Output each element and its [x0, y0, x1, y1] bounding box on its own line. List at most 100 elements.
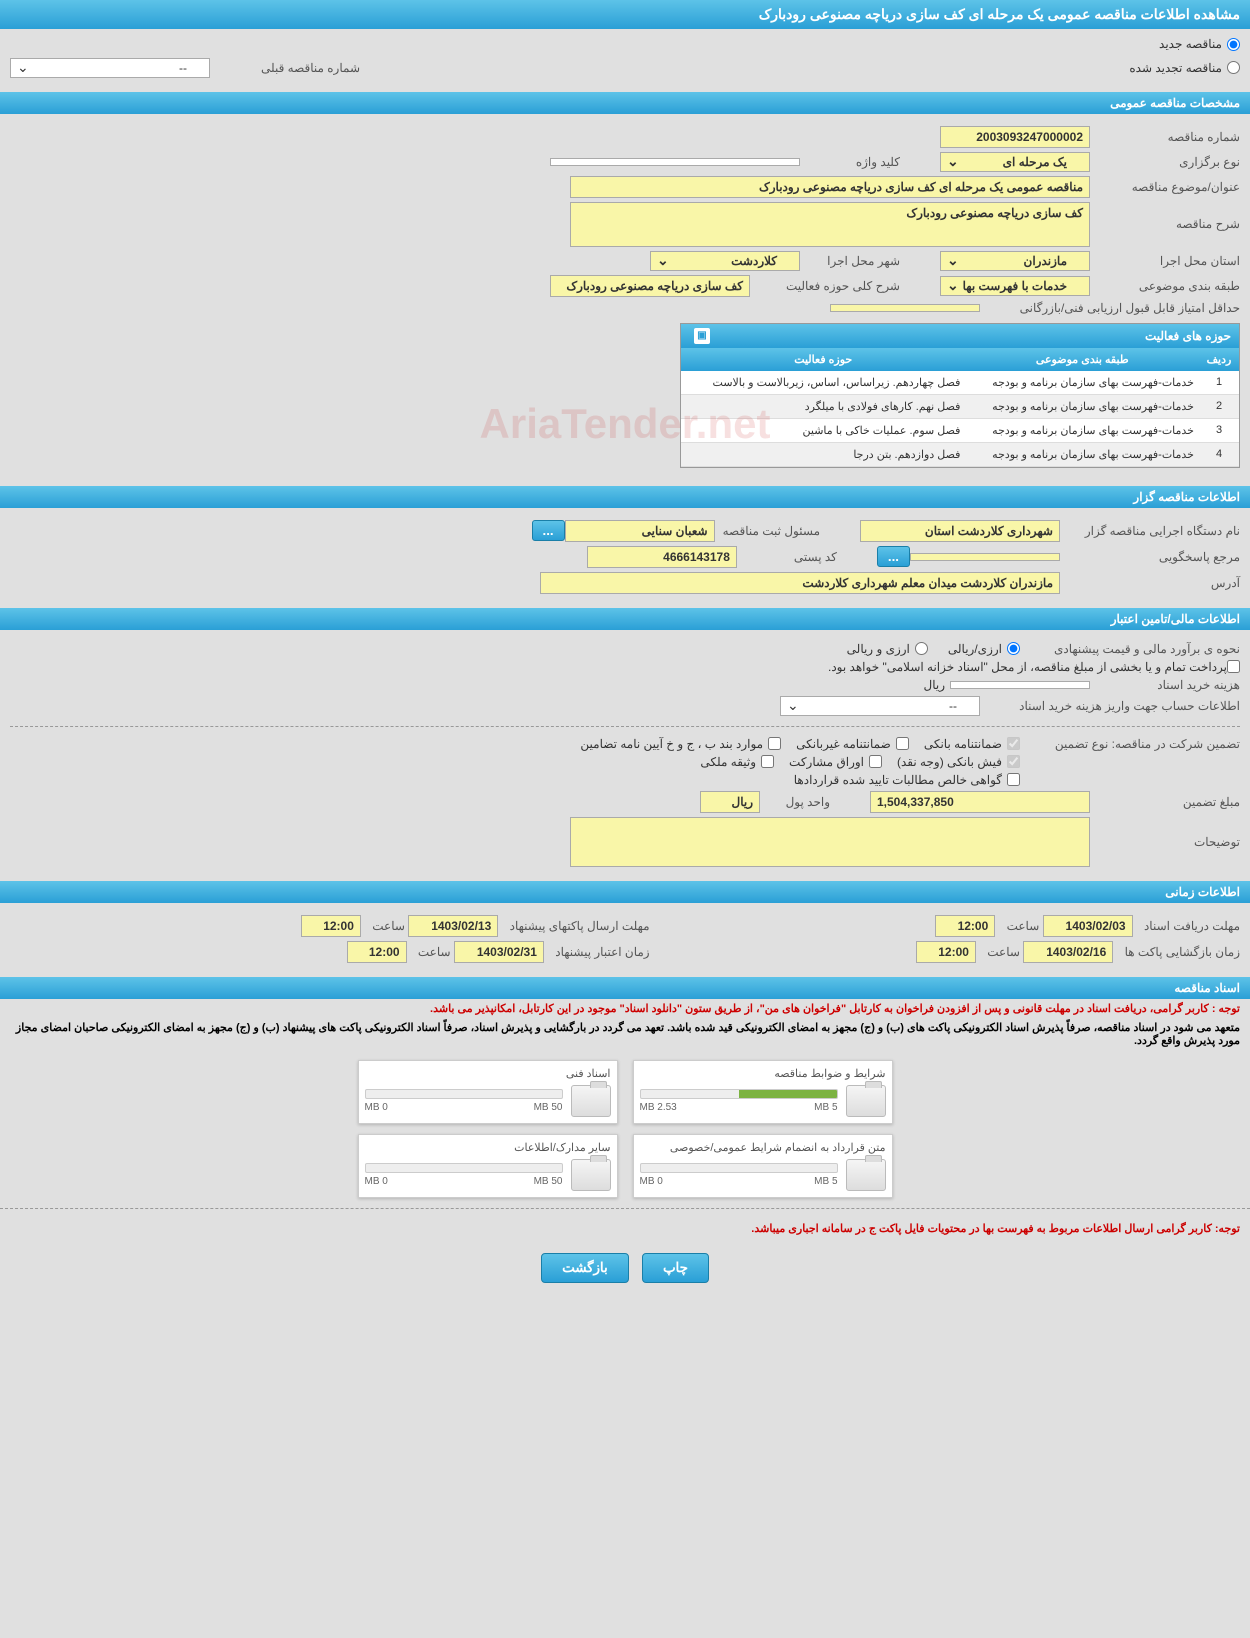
type-label: نوع برگزاری: [1090, 155, 1240, 169]
table-cell: فصل سوم. عملیات خاکی با ماشین: [681, 418, 965, 442]
min-score-field[interactable]: [830, 304, 980, 312]
check-nonbank[interactable]: ضمانتنامه غیربانکی: [796, 737, 909, 751]
radio-renewed-tender[interactable]: مناقصه تجدید شده: [1129, 61, 1240, 75]
folder-icon: [846, 1159, 886, 1191]
check-bank-guarantee[interactable]: ضمانتنامه بانکی: [924, 737, 1020, 751]
receive-time: 12:00: [935, 915, 995, 937]
file-used-1: 0 MB: [365, 1102, 388, 1113]
check-property-input[interactable]: [761, 755, 774, 768]
radio-rial[interactable]: ارزی/ریالی: [948, 642, 1020, 656]
check-abc-input[interactable]: [768, 737, 781, 750]
tender-no-label: شماره مناقصه: [1090, 130, 1240, 144]
check-securities-input[interactable]: [869, 755, 882, 768]
check-bank-guarantee-label: ضمانتنامه بانکی: [924, 737, 1002, 751]
folder-icon: [571, 1085, 611, 1117]
address-label: آدرس: [1060, 576, 1240, 590]
radio-new-tender[interactable]: مناقصه جدید: [1159, 37, 1240, 51]
file-title-3: سایر مدارک/اطلاعات: [365, 1141, 611, 1154]
check-net-claims-input[interactable]: [1007, 773, 1020, 786]
activities-table-grid: ردیف طبقه بندی موضوعی حوزه فعالیت 1خدمات…: [681, 348, 1239, 467]
notice-2: متعهد می شود در اسناد مناقصه، صرفاً پذیر…: [0, 1018, 1250, 1050]
check-abc[interactable]: موارد بند ب ، ج و خ آیین نامه تضامین: [580, 737, 781, 751]
unit-label: واحد پول: [760, 795, 830, 809]
submit-time-label: ساعت: [364, 919, 405, 933]
timing-content: مهلت دریافت اسناد 1403/02/03 ساعت 12:00 …: [0, 903, 1250, 975]
city-select[interactable]: کلاردشت: [650, 251, 800, 271]
check-net-claims-label: گواهی خالص مطالبات تایید شده قراردادها: [794, 773, 1002, 787]
receive-deadline-label: مهلت دریافت اسناد: [1136, 919, 1240, 933]
min-score-label: حداقل امتیاز قابل قبول ارزیابی فنی/بازرگ…: [980, 301, 1240, 315]
section-organizer: اطلاعات مناقصه گزار: [0, 486, 1250, 508]
notes-field[interactable]: [570, 817, 1090, 867]
radio-currency-label: ارزی و ریالی: [847, 642, 910, 656]
check-net-claims[interactable]: گواهی خالص مطالبات تایید شده قراردادها: [794, 773, 1020, 787]
divider-bottom: [0, 1208, 1250, 1209]
doc-cost-label: هزینه خرید اسناد: [1090, 678, 1240, 692]
table-row: 3خدمات-فهرست بهای سازمان برنامه و بودجهف…: [681, 418, 1239, 442]
province-select[interactable]: مازندران: [940, 251, 1090, 271]
table-cell: خدمات-فهرست بهای سازمان برنامه و بودجه: [965, 418, 1199, 442]
contact-label: مرجع پاسخگویی: [1060, 550, 1240, 564]
check-bank-receipt-input[interactable]: [1007, 755, 1020, 768]
section-documents: اسناد مناقصه: [0, 977, 1250, 999]
col-index: ردیف: [1199, 348, 1239, 371]
check-abc-label: موارد بند ب ، ج و خ آیین نامه تضامین: [580, 737, 763, 751]
file-boxes-row1: شرایط و ضوابط مناقصه 5 MB2.53 MB اسناد ف…: [0, 1060, 1250, 1124]
contact-field[interactable]: [910, 553, 1060, 561]
print-button[interactable]: چاپ: [642, 1253, 709, 1283]
notice-3: توجه: کاربر گرامی ارسال اطلاعات مربوط به…: [0, 1219, 1250, 1238]
check-securities[interactable]: اوراق مشارکت: [789, 755, 882, 769]
prev-tender-label: شماره مناقصه قبلی: [210, 61, 360, 75]
page-title: مشاهده اطلاعات مناقصه عمومی یک مرحله ای …: [0, 0, 1250, 29]
table-cell: خدمات-فهرست بهای سازمان برنامه و بودجه: [965, 371, 1199, 395]
submit-deadline-label: مهلت ارسال پاکتهای پیشنهاد: [502, 919, 650, 933]
registrar-lookup-button[interactable]: ...: [532, 520, 565, 541]
check-bank-guarantee-input[interactable]: [1007, 737, 1020, 750]
type-select[interactable]: یک مرحله ای: [940, 152, 1090, 172]
radio-rial-label: ارزی/ریالی: [948, 642, 1002, 656]
contact-lookup-button[interactable]: ...: [877, 546, 910, 567]
table-row: 1خدمات-فهرست بهای سازمان برنامه و بودجهف…: [681, 371, 1239, 395]
open-time: 12:00: [916, 941, 976, 963]
guarantee-type-label: تضمین شرکت در مناقصه: نوع تضمین: [1020, 737, 1240, 751]
notice-1: توجه : کاربر گرامی، دریافت اسناد در مهلت…: [0, 999, 1250, 1018]
table-collapse-icon[interactable]: ▣: [694, 328, 710, 344]
check-bank-receipt[interactable]: فیش بانکی (وجه نقد): [897, 755, 1020, 769]
check-property[interactable]: وثیقه ملکی: [700, 755, 774, 769]
doc-cost-unit: ریال: [923, 678, 945, 692]
button-bar: چاپ بازگشت: [0, 1238, 1250, 1298]
open-date: 1403/02/16: [1023, 941, 1113, 963]
table-cell: خدمات-فهرست بهای سازمان برنامه و بودجه: [965, 394, 1199, 418]
registrar-field: شعبان سنایی: [565, 520, 715, 542]
validity-time-label: ساعت: [410, 945, 451, 959]
file-box-3[interactable]: سایر مدارک/اطلاعات 50 MB0 MB: [358, 1134, 618, 1198]
file-total-1: 50 MB: [534, 1102, 563, 1113]
file-box-0[interactable]: شرایط و ضوابط مناقصه 5 MB2.53 MB: [633, 1060, 893, 1124]
doc-cost-input[interactable]: [950, 681, 1090, 689]
keyword-input[interactable]: [550, 158, 800, 166]
file-used-0: 2.53 MB: [640, 1102, 677, 1113]
postal-label: کد پستی: [737, 550, 837, 564]
radio-renewed-tender-input[interactable]: [1227, 61, 1240, 74]
file-boxes-row2: متن قرارداد به انضمام شرایط عمومی/خصوصی …: [0, 1134, 1250, 1198]
radio-currency-input[interactable]: [915, 642, 928, 655]
category-select[interactable]: خدمات با فهرست بها: [940, 276, 1090, 296]
prev-tender-select[interactable]: --: [10, 58, 210, 78]
file-box-2[interactable]: متن قرارداد به انضمام شرایط عمومی/خصوصی …: [633, 1134, 893, 1198]
file-box-1[interactable]: اسناد فنی 50 MB0 MB: [358, 1060, 618, 1124]
tender-no-field: 2003093247000002: [940, 126, 1090, 148]
financial-content: نحوه ی برآورد مالی و قیمت پیشنهادی ارزی/…: [0, 630, 1250, 879]
radio-new-tender-input[interactable]: [1227, 38, 1240, 51]
back-button[interactable]: بازگشت: [541, 1253, 629, 1283]
file-title-2: متن قرارداد به انضمام شرایط عمومی/خصوصی: [640, 1141, 886, 1154]
radio-new-tender-label: مناقصه جدید: [1159, 37, 1222, 51]
account-select[interactable]: --: [780, 696, 980, 716]
organizer-content: نام دستگاه اجرایی مناقصه گزار شهرداری کل…: [0, 508, 1250, 606]
activities-table: حوزه های فعالیت ▣ ردیف طبقه بندی موضوعی …: [680, 323, 1240, 468]
radio-rial-input[interactable]: [1007, 642, 1020, 655]
payment-note-check[interactable]: [1227, 660, 1240, 673]
radio-currency[interactable]: ارزی و ریالی: [847, 642, 928, 656]
check-nonbank-input[interactable]: [896, 737, 909, 750]
top-options: مناقصه جدید مناقصه تجدید شده شماره مناقص…: [0, 29, 1250, 90]
check-bank-receipt-label: فیش بانکی (وجه نقد): [897, 755, 1002, 769]
